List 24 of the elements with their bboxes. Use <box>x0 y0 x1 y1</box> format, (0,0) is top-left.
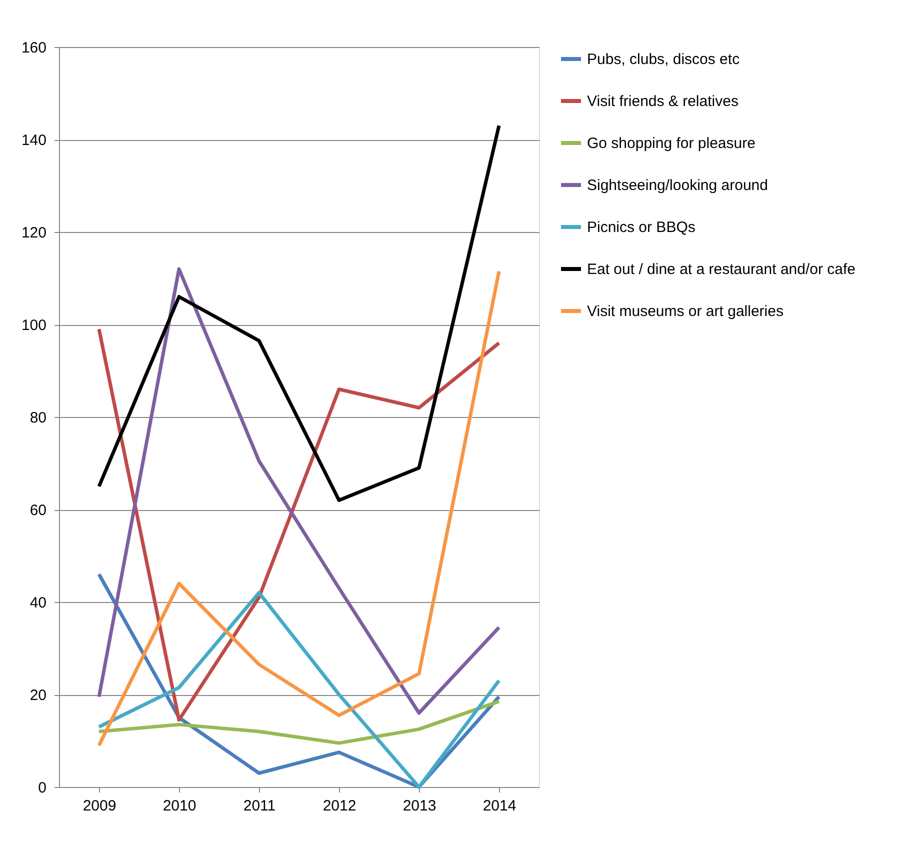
x-tick-label: 2012 <box>322 798 356 814</box>
x-tick-label: 2014 <box>482 798 516 814</box>
y-tick-label: 20 <box>30 687 46 704</box>
y-tick-label: 120 <box>21 224 46 242</box>
legend-label: Pubs, clubs, discos etc <box>587 51 740 68</box>
legend-label: Eat out / dine at a restaurant and/or cafe <box>587 261 856 278</box>
y-tick-label: 100 <box>21 317 46 334</box>
line-series <box>97 700 501 745</box>
y-tick-label: 140 <box>21 132 46 149</box>
y-tick-label: 80 <box>30 410 46 426</box>
y-tick-label: 0 <box>38 780 46 796</box>
legend-label: Visit museums or art galleries <box>587 303 784 320</box>
y-tick-label: 40 <box>30 594 46 612</box>
x-tick-label: 2009 <box>82 798 116 814</box>
legend-label: Sightseeing/looking around <box>587 177 768 194</box>
x-tick-label: 2013 <box>402 798 436 814</box>
y-tick-label: 160 <box>21 40 46 56</box>
line-series <box>97 124 501 502</box>
legend-label: Go shopping for pleasure <box>587 135 756 152</box>
y-tick-label: 60 <box>30 502 46 519</box>
legend-label: Visit friends & relatives <box>587 93 738 110</box>
x-tick-label: 2010 <box>162 798 196 814</box>
legend-label: Picnics or BBQs <box>587 219 696 236</box>
x-tick-label: 2011 <box>243 798 276 814</box>
